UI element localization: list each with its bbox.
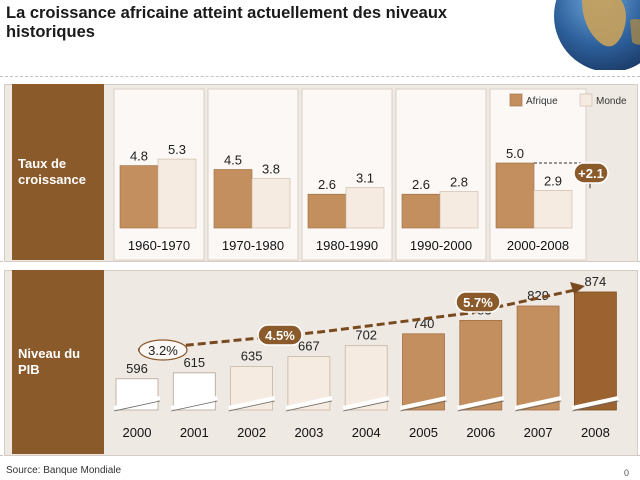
- year-tick-label: 2007: [524, 425, 553, 440]
- axis-break-line: [515, 400, 562, 412]
- afrique-value-label: 5.0: [506, 146, 524, 161]
- trend-line: [137, 288, 576, 352]
- monde-value-label: 2.9: [544, 173, 562, 188]
- axis-break-gap: [170, 396, 218, 410]
- axis-break-line: [113, 400, 161, 412]
- year-tick-label: 2006: [466, 425, 495, 440]
- axis-break-gap: [342, 396, 390, 410]
- afrique-bar: [119, 165, 159, 229]
- gdp-value-label: 596: [126, 361, 148, 376]
- gdp-value-label: 635: [241, 349, 263, 364]
- year-tick-label: 2005: [409, 425, 438, 440]
- afrique-value-label: 2.6: [318, 177, 336, 192]
- axis-break-gap: [400, 396, 447, 410]
- afrique-value-label: 4.5: [224, 153, 242, 168]
- year-tick-label: 2003: [294, 425, 323, 440]
- period-tick-label: 1990-2000: [410, 238, 472, 253]
- year-tick-label: 2004: [352, 425, 381, 440]
- afrique-bar: [307, 193, 347, 229]
- axis-break-gap: [113, 396, 161, 410]
- gdp-value-label: 702: [355, 328, 377, 343]
- growth-badge-1-label: 3.2%: [148, 343, 178, 358]
- afrique-bar: [495, 162, 535, 229]
- growth-badge-3: [455, 291, 501, 313]
- period-tick-label: 1960-1970: [128, 238, 190, 253]
- trend-arrowhead: [570, 282, 585, 294]
- monde-value-label: 5.3: [168, 142, 186, 157]
- legend-monde-label: Monde: [596, 96, 627, 107]
- source-note: Source: Banque Mondiale: [6, 465, 122, 476]
- growth-badge-3-label: 5.7%: [463, 295, 493, 310]
- axis-break-line: [400, 400, 447, 412]
- afrique-value-label: 2.6: [412, 177, 430, 192]
- axis-break-gap: [514, 396, 562, 410]
- period-tick-label: 1970-1980: [222, 238, 284, 253]
- axis-break-line: [171, 400, 218, 412]
- gap-badge-label: +2.1: [578, 166, 604, 181]
- axis-break-line: [343, 400, 390, 412]
- gap-badge: [573, 162, 609, 184]
- year-tick-label: 2001: [180, 425, 209, 440]
- period-tick-label: 2000-2008: [507, 238, 569, 253]
- afrique-value-label: 4.8: [130, 149, 148, 164]
- period-box: [301, 88, 393, 261]
- period-box: [395, 88, 487, 261]
- afrique-bar: [401, 193, 441, 229]
- gdp-bar: [459, 319, 503, 411]
- axis-break-line: [285, 400, 332, 412]
- monde-bar: [345, 187, 385, 229]
- gdp-bar: [574, 291, 617, 411]
- gdp-bar: [516, 305, 560, 411]
- gdp-value-label: 667: [298, 339, 320, 354]
- page-title: La croissance africaine atteint actuelle…: [6, 4, 448, 41]
- axis-break-gap: [285, 396, 333, 410]
- axis-break-gap: [457, 396, 505, 410]
- monde-bar: [439, 191, 479, 229]
- gdp-bar: [402, 333, 445, 411]
- axis-break-gap: [228, 396, 276, 410]
- axis-break-line: [572, 400, 619, 412]
- monde-value-label: 3.8: [262, 162, 280, 177]
- monde-value-label: 3.1: [356, 171, 374, 186]
- growth-badge-1: [138, 339, 188, 361]
- growth-badge-2: [257, 324, 303, 346]
- globe-icon: [554, 0, 640, 70]
- year-tick-label: 2002: [237, 425, 266, 440]
- axis-break-line: [228, 400, 275, 412]
- legend-afrique-label: Afrique: [526, 96, 558, 107]
- gdp-bar: [344, 345, 388, 411]
- gdp-label: Niveau du PIB: [12, 270, 104, 454]
- year-tick-label: 2000: [123, 425, 152, 440]
- period-tick-label: 1980-1990: [316, 238, 378, 253]
- gdp-value-label: 615: [183, 355, 205, 370]
- growth-badge-2-label: 4.5%: [265, 328, 295, 343]
- year-tick-label: 2008: [581, 425, 610, 440]
- monde-bar: [533, 190, 573, 229]
- monde-bar: [251, 178, 291, 229]
- gdp-value-label: 874: [585, 274, 607, 289]
- axis-break-line: [457, 400, 504, 412]
- legend-monde-swatch: [579, 93, 593, 107]
- legend-afrique-swatch: [509, 93, 523, 107]
- page-number: 0: [624, 468, 630, 478]
- monde-value-label: 2.8: [450, 175, 468, 190]
- axis-break-gap: [571, 396, 619, 410]
- growth-rate-label: Taux de croissance: [12, 84, 104, 260]
- monde-bar: [157, 158, 197, 229]
